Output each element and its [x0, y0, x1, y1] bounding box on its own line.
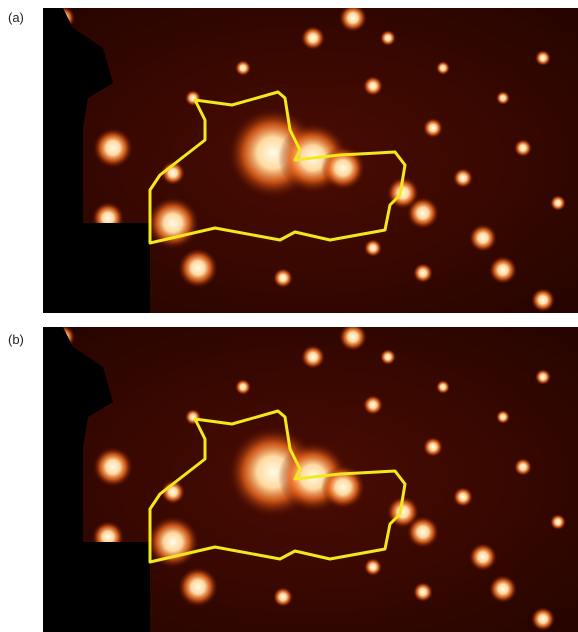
panel-image-a: [43, 4, 578, 313]
panel-label: (b): [8, 332, 24, 347]
figure-images: [0, 0, 578, 632]
panel-label: (a): [8, 10, 24, 25]
panel-image-b: [43, 323, 578, 632]
figure: (a) (b): [0, 0, 578, 632]
